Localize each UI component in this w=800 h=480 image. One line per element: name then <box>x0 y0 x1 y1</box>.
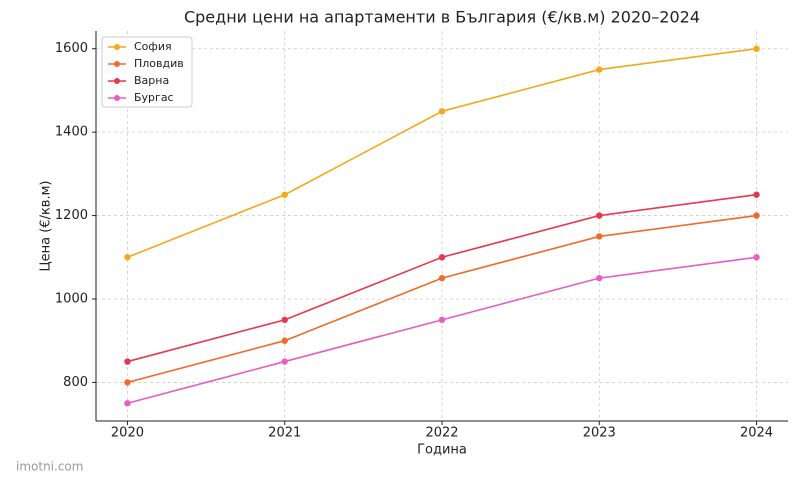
data-point <box>281 316 288 324</box>
data-point <box>438 254 446 261</box>
x-tick-label: 2024 <box>740 426 773 441</box>
legend-marker <box>114 44 120 50</box>
legend: София Пловдив Варна Бургас <box>101 36 193 108</box>
data-point <box>753 254 760 261</box>
data-point <box>753 191 760 198</box>
data-point <box>281 191 288 198</box>
data-point <box>438 108 446 115</box>
data-point <box>596 233 603 240</box>
chart-title: Средни цени на апартаменти в България (€… <box>184 8 700 27</box>
x-tick-label: 2021 <box>268 426 301 441</box>
y-tick-label: 1400 <box>55 125 88 140</box>
legend-label: София <box>134 40 172 53</box>
data-point <box>124 254 131 261</box>
data-point <box>124 358 131 365</box>
data-point <box>596 274 603 282</box>
legend-label: Пловдив <box>134 57 184 70</box>
data-point <box>124 379 131 386</box>
y-axis-label: Цена (€/кв.м) <box>39 181 54 272</box>
data-point <box>124 400 131 407</box>
data-point <box>438 274 446 282</box>
data-point <box>596 212 603 219</box>
x-tick-label: 2020 <box>111 426 144 441</box>
data-point <box>753 212 760 219</box>
y-tick-label: 1600 <box>55 41 88 56</box>
y-tick-label: 1200 <box>55 208 88 223</box>
x-tick-label: 2022 <box>425 426 458 441</box>
legend-label: Бургас <box>134 91 174 104</box>
legend-marker <box>114 78 120 84</box>
data-point <box>753 45 760 52</box>
data-point <box>281 358 288 365</box>
data-point <box>281 337 288 344</box>
data-point <box>596 66 603 73</box>
legend-label: Варна <box>134 74 169 87</box>
x-axis-label: Година <box>417 443 467 458</box>
legend-marker <box>114 95 120 101</box>
y-tick-label: 1000 <box>55 291 88 306</box>
legend-marker <box>114 61 120 67</box>
y-tick-label: 800 <box>63 375 88 390</box>
legend-box <box>101 36 193 108</box>
data-point <box>438 316 446 324</box>
watermark: imotni.com <box>16 460 83 474</box>
x-tick-label: 2023 <box>583 426 616 441</box>
